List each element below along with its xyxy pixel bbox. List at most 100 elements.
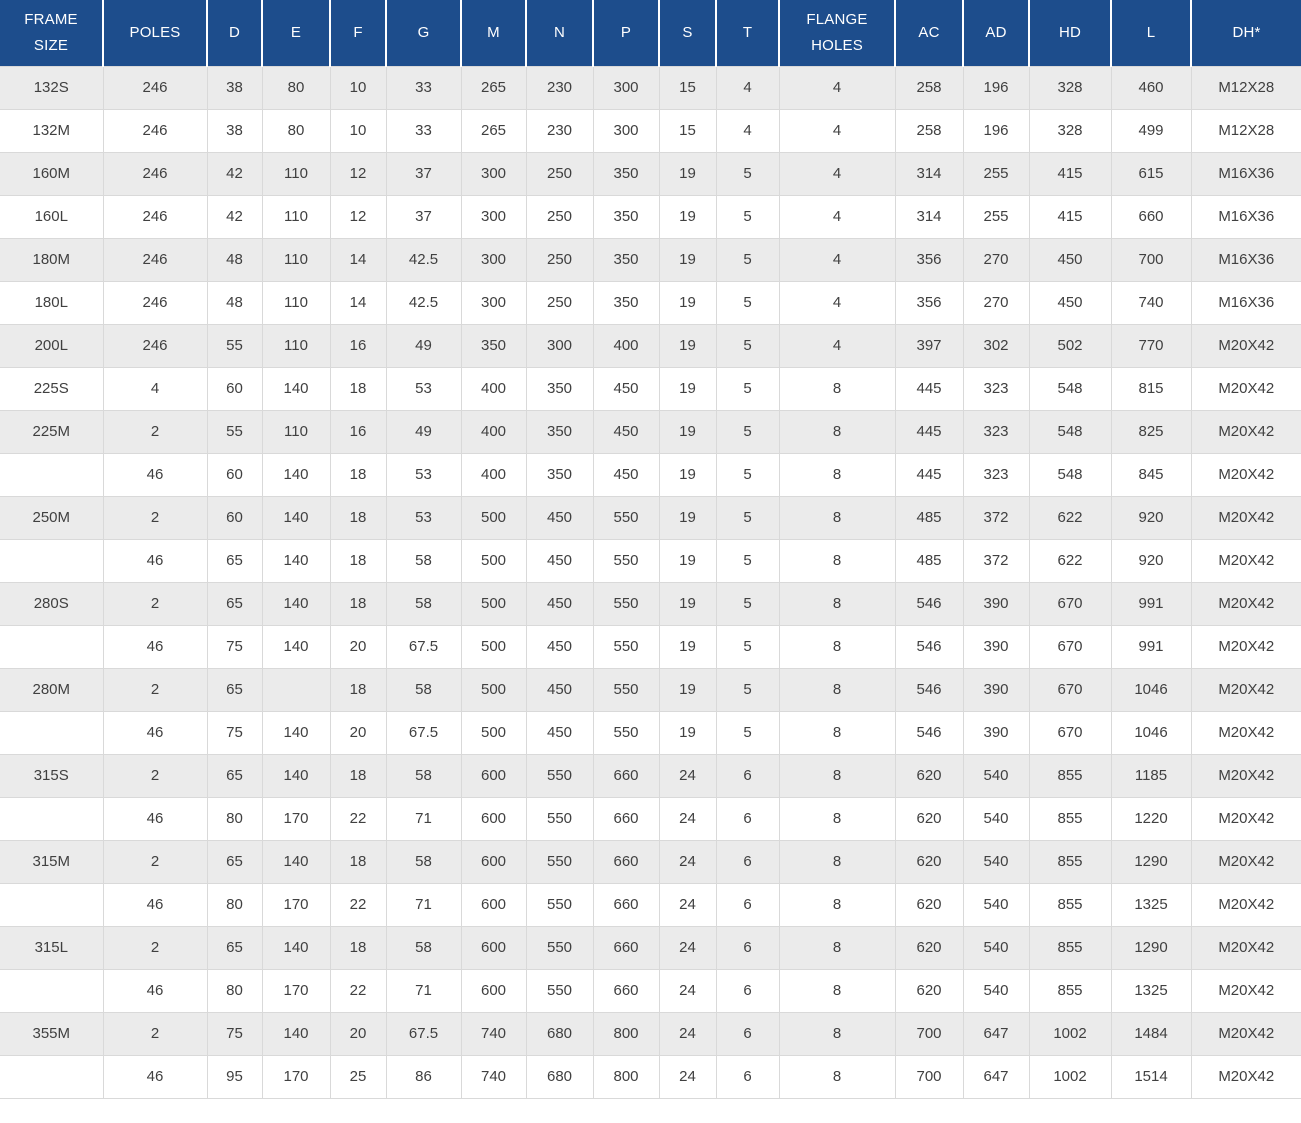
table-cell: 33 (385, 108, 462, 153)
table-cell: 2 (102, 409, 208, 454)
table-cell: 6 (715, 1011, 780, 1056)
table-cell: 5 (715, 452, 780, 497)
table-cell: 400 (592, 323, 660, 368)
table-cell: M20X42 (1190, 366, 1301, 411)
table-cell: 460 (1110, 65, 1192, 110)
table-cell: 500 (460, 538, 527, 583)
table-cell: 24 (658, 753, 717, 798)
table-cell: 620 (894, 882, 964, 927)
table-cell: 350 (592, 237, 660, 282)
table-cell: 33 (385, 65, 462, 110)
table-cell: 75 (206, 1011, 263, 1056)
table-cell: 24 (658, 882, 717, 927)
table-cell: 20 (329, 624, 387, 669)
table-cell: 5 (715, 237, 780, 282)
table-cell: 415 (1028, 151, 1112, 196)
table-cell: 1185 (1110, 753, 1192, 798)
table-cell: 246 (102, 108, 208, 153)
table-cell: 600 (460, 968, 527, 1013)
table-cell: 250 (525, 151, 594, 196)
table-cell: 356 (894, 237, 964, 282)
table-cell: 855 (1028, 753, 1112, 798)
table-cell: 80 (206, 882, 263, 927)
table-cell: 1325 (1110, 968, 1192, 1013)
table-cell: 328 (1028, 108, 1112, 153)
table-row: 46 80 170 22 71 600 550 660 24 6 8 620 540 855 1220 M20… (0, 796, 1301, 841)
table-cell: 4 (778, 280, 896, 325)
table-cell: 6 (715, 839, 780, 884)
table-cell: 46 (102, 538, 208, 583)
table-cell: 6 (715, 1054, 780, 1099)
table-cell: 5 (715, 366, 780, 411)
table-cell: 845 (1110, 452, 1192, 497)
table-row: 225S 4 60 140 18 53 400 350 450 19 5 8 445 323 548 815 M… (0, 366, 1301, 411)
table-cell: 300 (525, 323, 594, 368)
table-row: 132S 246 38 80 10 33 265 230 300 15 4 4 258 196 328 460… (0, 65, 1301, 110)
table-row: 315S 2 65 140 18 58 600 550 660 24 6 8 620 540 855 1185… (0, 753, 1301, 798)
table-cell: 250 (525, 237, 594, 282)
table-row: 225M 2 55 110 16 49 400 350 450 19 5 8 445 323 548 825 M… (0, 409, 1301, 454)
table-cell: 46 (102, 796, 208, 841)
table-row: 280M 2 65 18 58 500 450 550 19 5 8 546 390 670 1046 M20… (0, 667, 1301, 712)
table-cell: 5 (715, 710, 780, 755)
frame-size-cell: 200L (0, 323, 104, 368)
table-cell: 65 (206, 581, 263, 626)
table-cell: 700 (1110, 237, 1192, 282)
table-row: 160L 246 42 110 12 37 300 250 350 19 5 4 314 255 415 66… (0, 194, 1301, 239)
table-cell: 24 (658, 796, 717, 841)
table-cell: 246 (102, 323, 208, 368)
table-cell: 2 (102, 1011, 208, 1056)
table-cell: 140 (261, 624, 331, 669)
table-cell: 16 (329, 409, 387, 454)
table-cell: 450 (525, 581, 594, 626)
table-cell: M20X42 (1190, 667, 1301, 712)
column-header-d: D (207, 0, 263, 66)
table-cell: 540 (962, 882, 1030, 927)
table-cell: 110 (261, 151, 331, 196)
table-cell: 86 (385, 1054, 462, 1099)
table-cell: 550 (592, 710, 660, 755)
table-row: 46 75 140 20 67.5 500 450 550 19 5 8 546 390 670 991 M2… (0, 624, 1301, 669)
table-cell: 620 (894, 753, 964, 798)
table-cell: 450 (525, 538, 594, 583)
table-cell: 550 (525, 882, 594, 927)
table-cell: 540 (962, 753, 1030, 798)
table-cell: 660 (592, 796, 660, 841)
table-cell: 58 (385, 581, 462, 626)
table-cell: 390 (962, 710, 1030, 755)
table-cell: 8 (778, 753, 896, 798)
table-cell: 18 (329, 452, 387, 497)
table-cell: 140 (261, 839, 331, 884)
table-cell: 24 (658, 839, 717, 884)
table-cell: 255 (962, 194, 1030, 239)
table-row: 200L 246 55 110 16 49 350 300 400 19 5 4 397 302 502 77… (0, 323, 1301, 368)
table-cell: 546 (894, 581, 964, 626)
table-cell: 445 (894, 452, 964, 497)
table-cell: 920 (1110, 538, 1192, 583)
table-cell: 4 (778, 108, 896, 153)
column-header-ac: AC (895, 0, 964, 66)
table-cell: 19 (658, 452, 717, 497)
table-cell: 600 (460, 839, 527, 884)
table-cell: 397 (894, 323, 964, 368)
table-cell: 250 (525, 194, 594, 239)
table-cell: M12X28 (1190, 108, 1301, 153)
table-cell: M20X42 (1190, 452, 1301, 497)
table-cell: 770 (1110, 323, 1192, 368)
table-cell: 110 (261, 194, 331, 239)
table-cell: 19 (658, 495, 717, 540)
table-cell: M20X42 (1190, 710, 1301, 755)
table-cell: 250 (525, 280, 594, 325)
column-header-frame-size: FRAME SIZE (0, 0, 104, 66)
column-header-m: M (461, 0, 527, 66)
table-cell: 1046 (1110, 710, 1192, 755)
table-cell: 550 (525, 839, 594, 884)
table-cell: 660 (592, 968, 660, 1013)
table-cell: 10 (329, 108, 387, 153)
table-cell: 300 (592, 65, 660, 110)
header-row: FRAME SIZE POLES D E F G M N P S T FLANGE HOLES AC AD… (0, 0, 1301, 66)
table-cell: 230 (525, 65, 594, 110)
table-cell: 485 (894, 538, 964, 583)
table-cell: 19 (658, 280, 717, 325)
